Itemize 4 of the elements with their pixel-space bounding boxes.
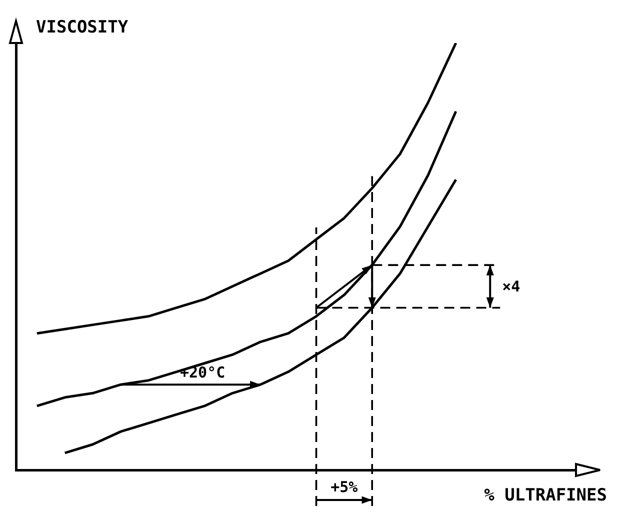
y-axis-title: VISCOSITY [36, 17, 129, 38]
x-axis-title: % ULTRAFINES [484, 485, 607, 506]
text: ×4 [502, 277, 520, 296]
text: +5% [330, 478, 358, 496]
